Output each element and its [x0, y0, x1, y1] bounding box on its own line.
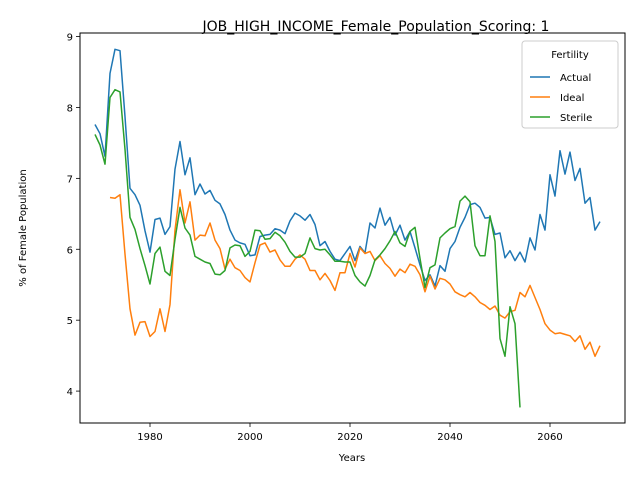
axes-frame — [79, 32, 626, 424]
series-line-sterile — [94, 88, 521, 408]
x-tick-label: 2020 — [337, 432, 362, 443]
series-line-actual — [94, 48, 601, 287]
legend-label-sterile: Sterile — [560, 113, 592, 124]
y-tick-label: 5 — [67, 316, 73, 327]
legend-label-ideal: Ideal — [560, 93, 584, 104]
y-axis-ticks: 4 5 6 7 8 9 — [67, 33, 80, 398]
legend-label-actual: Actual — [560, 73, 591, 84]
y-tick-label: 8 — [67, 103, 73, 114]
x-tick-label: 2060 — [537, 432, 562, 443]
chart-title: JOB_HIGH_INCOME_Female_Population_Scorin… — [202, 19, 550, 35]
x-tick-label: 1980 — [137, 432, 162, 443]
y-tick-label: 6 — [67, 245, 73, 256]
legend-title: Fertility — [551, 50, 589, 61]
x-tick-label: 2000 — [237, 432, 262, 443]
x-tick-label: 2040 — [437, 432, 462, 443]
plot-area — [94, 48, 601, 408]
y-axis-label: % of Female Population — [18, 169, 29, 286]
y-tick-label: 9 — [67, 33, 73, 44]
x-axis-ticks: 1980 2000 2020 2040 2060 — [137, 423, 563, 443]
legend: Fertility Actual Ideal Sterile — [521, 40, 619, 129]
y-tick-label: 4 — [67, 387, 73, 398]
legend-frame — [521, 40, 619, 129]
x-axis-label: Years — [338, 453, 365, 464]
y-tick-label: 7 — [67, 174, 73, 185]
series-line-ideal — [109, 188, 601, 358]
